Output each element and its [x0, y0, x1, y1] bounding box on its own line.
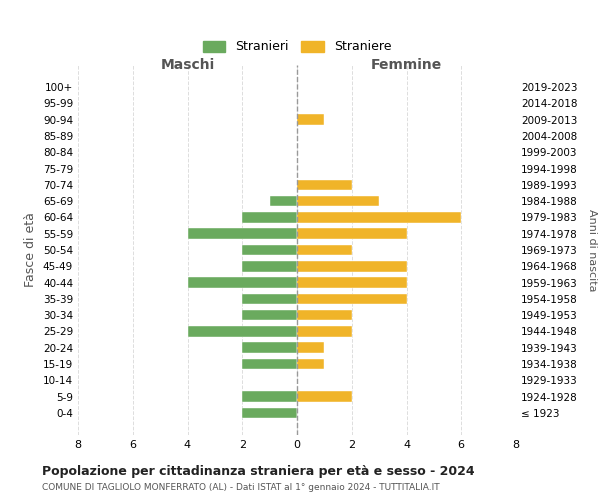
Bar — [242, 310, 297, 320]
Text: Maschi: Maschi — [160, 58, 215, 72]
Bar — [297, 392, 352, 402]
Bar — [242, 408, 297, 418]
Bar — [297, 244, 352, 256]
Bar — [242, 212, 297, 222]
Bar — [297, 278, 407, 288]
Text: Popolazione per cittadinanza straniera per età e sesso - 2024: Popolazione per cittadinanza straniera p… — [42, 465, 475, 478]
Bar — [297, 114, 325, 125]
Bar — [297, 196, 379, 206]
Text: COMUNE DI TAGLIOLO MONFERRATO (AL) - Dati ISTAT al 1° gennaio 2024 - TUTTITALIA.: COMUNE DI TAGLIOLO MONFERRATO (AL) - Dat… — [42, 484, 440, 492]
Bar — [242, 261, 297, 272]
Bar — [297, 180, 352, 190]
Bar — [297, 228, 407, 239]
Bar — [242, 294, 297, 304]
Y-axis label: Fasce di età: Fasce di età — [25, 212, 37, 288]
Bar — [187, 228, 297, 239]
Bar — [297, 342, 325, 353]
Bar — [242, 244, 297, 256]
Text: Femmine: Femmine — [371, 58, 442, 72]
Bar — [242, 392, 297, 402]
Bar — [187, 326, 297, 336]
Bar — [242, 342, 297, 353]
Bar — [297, 326, 352, 336]
Bar — [187, 278, 297, 288]
Bar — [242, 358, 297, 370]
Legend: Stranieri, Straniere: Stranieri, Straniere — [197, 34, 398, 60]
Y-axis label: Anni di nascita: Anni di nascita — [587, 209, 597, 291]
Bar — [297, 212, 461, 222]
Bar — [269, 196, 297, 206]
Bar — [297, 310, 352, 320]
Bar — [297, 261, 407, 272]
Bar — [297, 294, 407, 304]
Bar — [297, 358, 325, 370]
